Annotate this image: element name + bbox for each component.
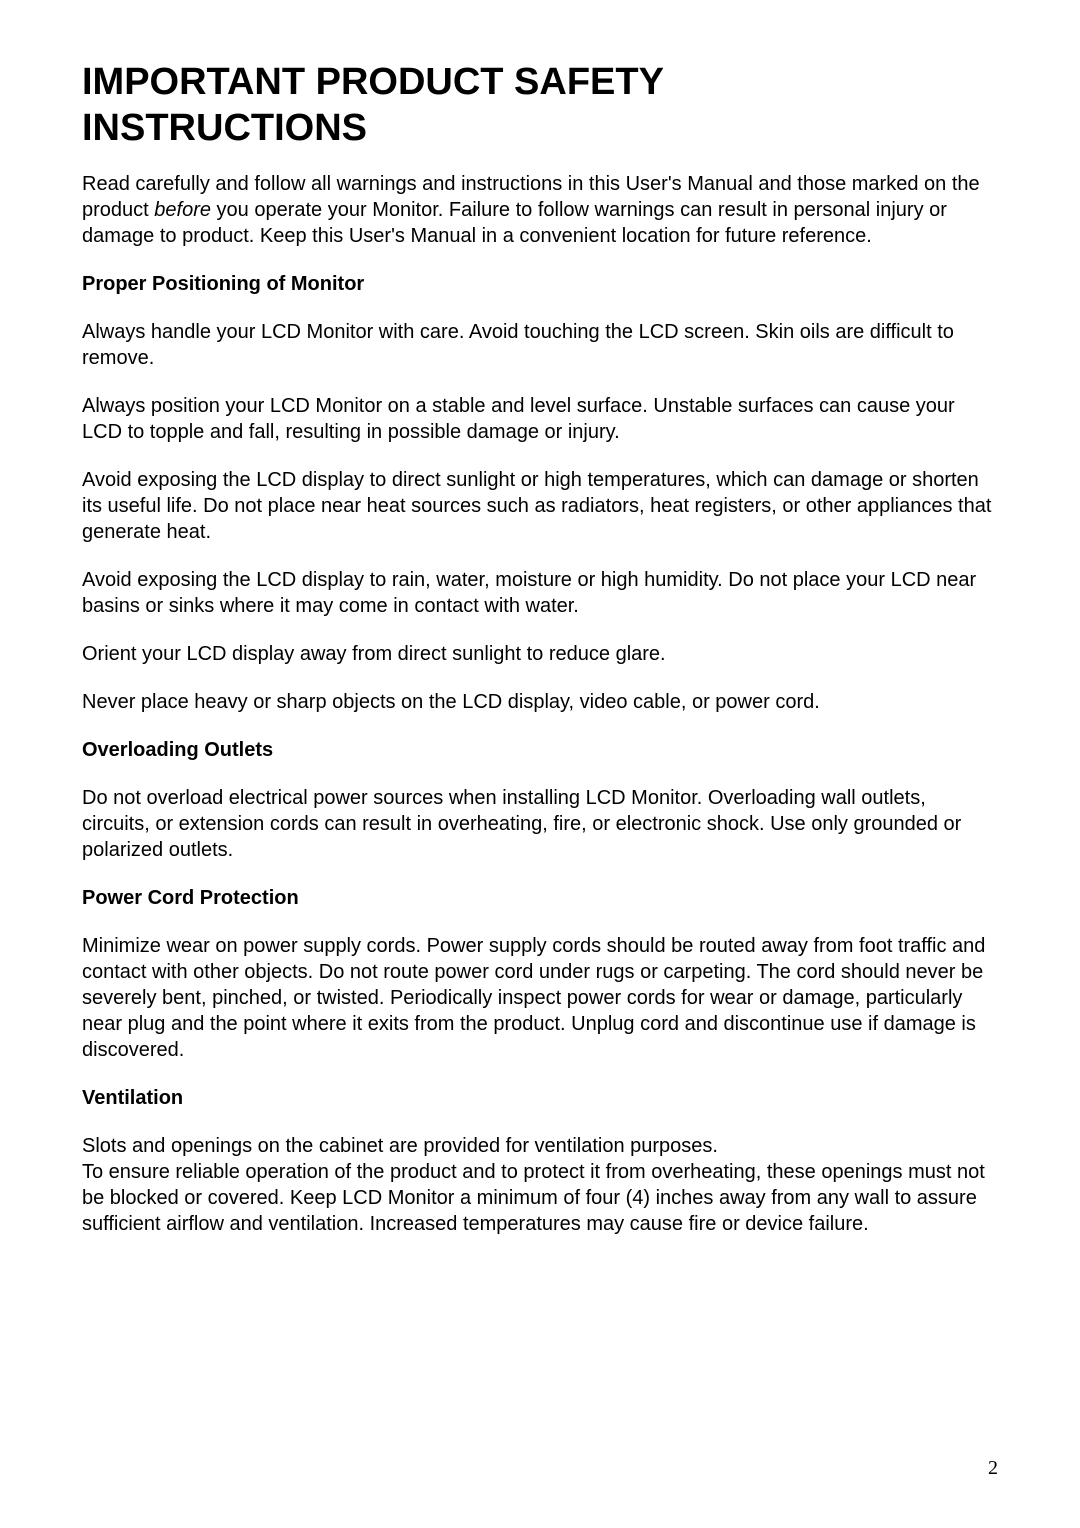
overloading-p1: Do not overload electrical power sources… [82,785,998,863]
positioning-p1: Always handle your LCD Monitor with care… [82,319,998,371]
positioning-p4: Avoid exposing the LCD display to rain, … [82,567,998,619]
document-page: IMPORTANT PRODUCT SAFETY INSTRUCTIONS Re… [0,0,1080,1528]
heading-overloading: Overloading Outlets [82,737,998,763]
positioning-p6: Never place heavy or sharp objects on th… [82,689,998,715]
ventilation-p1: Slots and openings on the cabinet are pr… [82,1133,998,1159]
intro-italic: before [154,199,211,221]
title-line-2: INSTRUCTIONS [82,107,367,149]
heading-power-cord: Power Cord Protection [82,885,998,911]
page-title: IMPORTANT PRODUCT SAFETY INSTRUCTIONS [82,60,998,151]
power-cord-p1: Minimize wear on power supply cords. Pow… [82,933,998,1063]
heading-positioning: Proper Positioning of Monitor [82,271,998,297]
positioning-p3: Avoid exposing the LCD display to direct… [82,467,998,545]
title-line-1: IMPORTANT PRODUCT SAFETY [82,61,664,103]
page-number: 2 [988,1457,998,1480]
positioning-p2: Always position your LCD Monitor on a st… [82,393,998,445]
positioning-p5: Orient your LCD display away from direct… [82,641,998,667]
intro-paragraph: Read carefully and follow all warnings a… [82,171,998,249]
heading-ventilation: Ventilation [82,1085,998,1111]
ventilation-p2: To ensure reliable operation of the prod… [82,1159,998,1237]
intro-text-2: you operate your Monitor. Failure to fol… [82,199,947,247]
